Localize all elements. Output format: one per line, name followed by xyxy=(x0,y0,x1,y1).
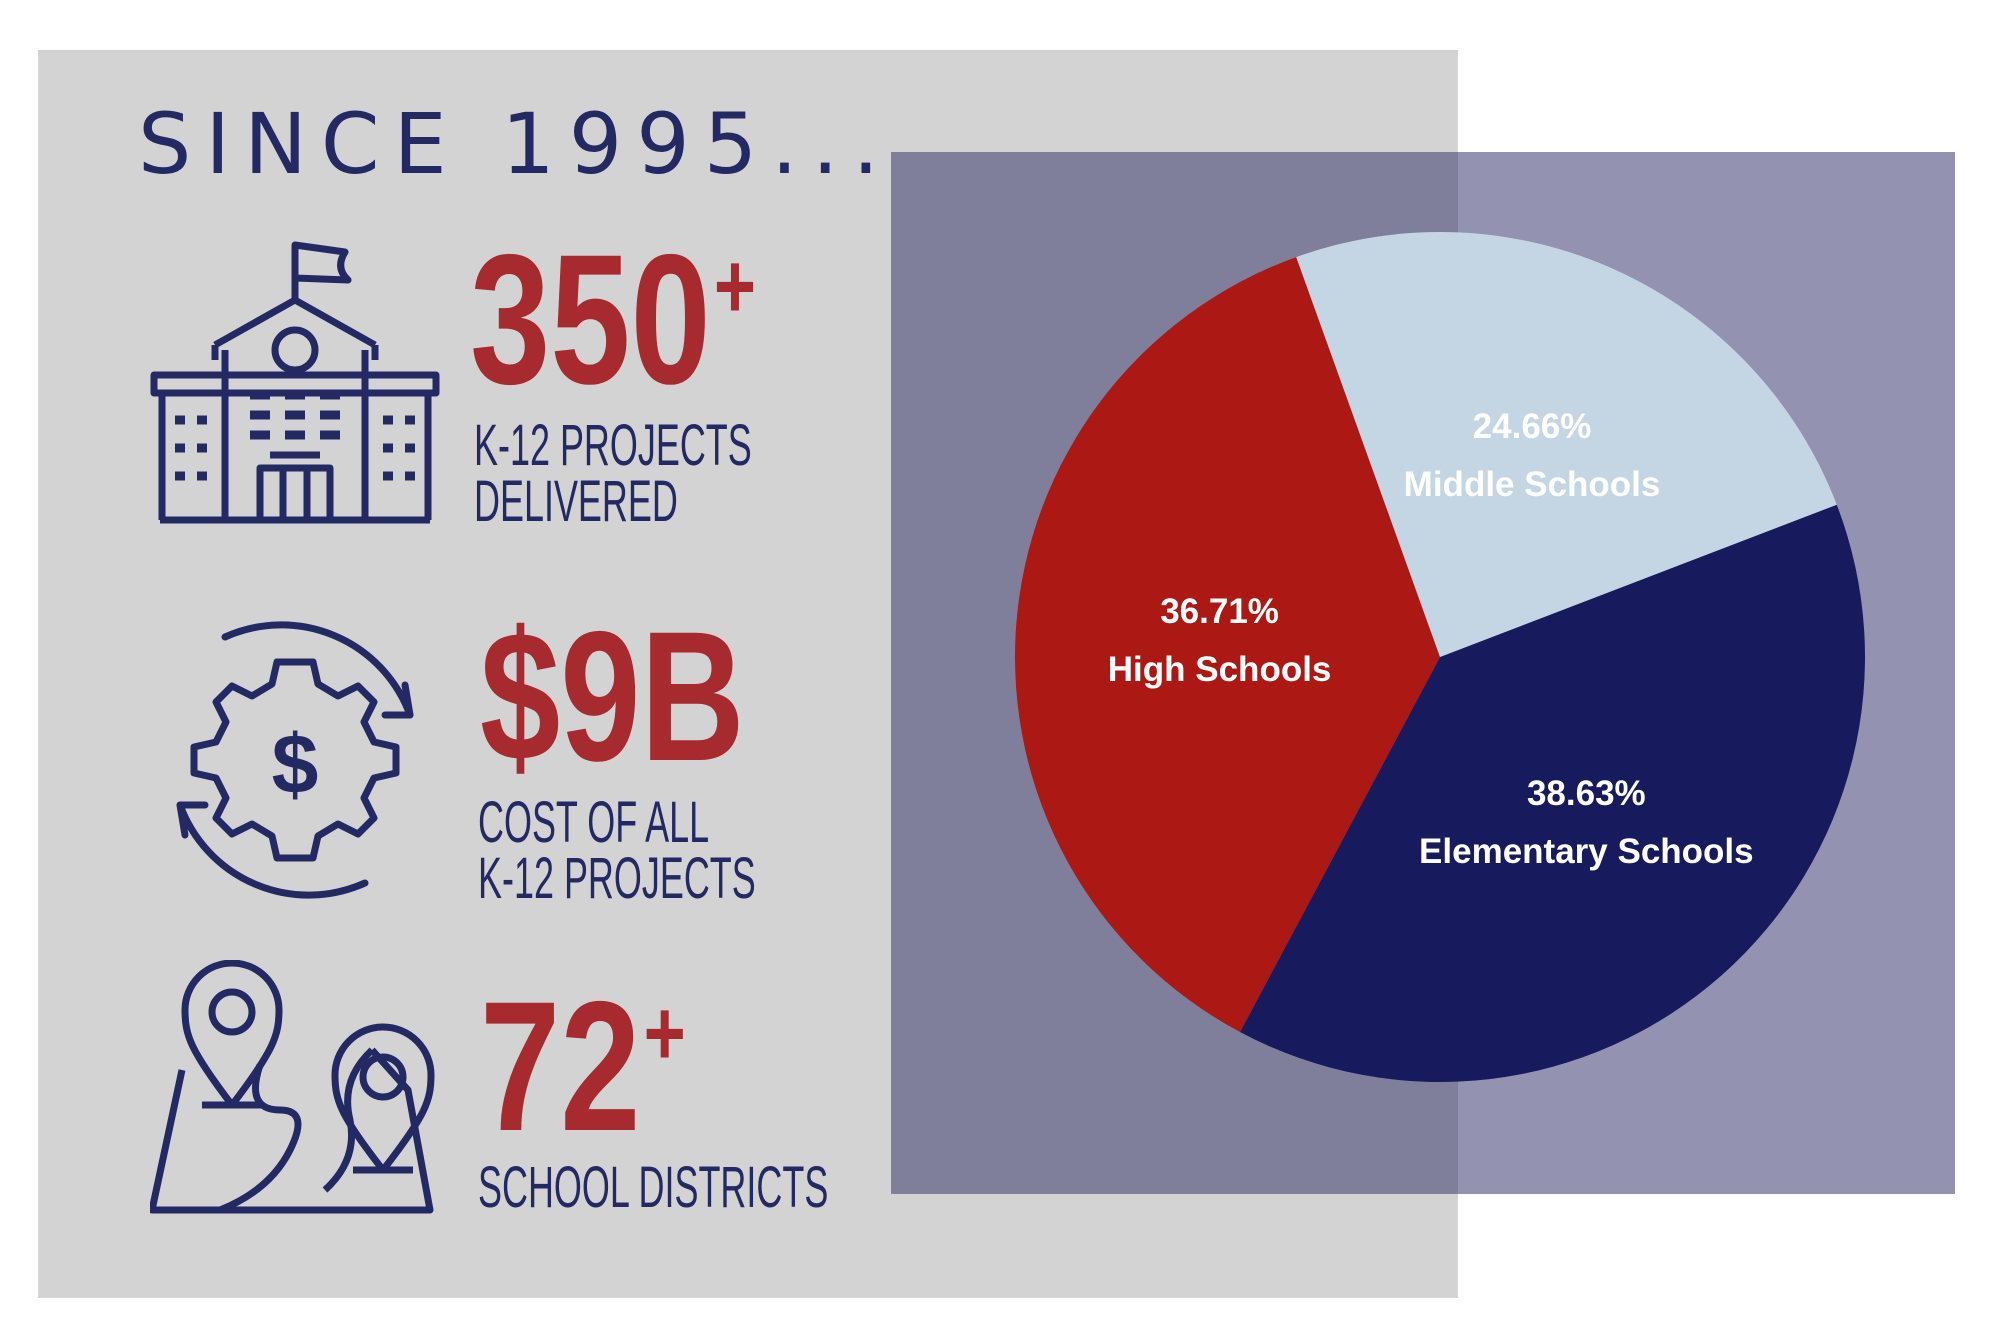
pie-label-name: Elementary Schools xyxy=(1419,831,1754,871)
stat-districts-caption: SCHOOL DISTRICTS xyxy=(478,1155,829,1220)
pie-label-elementary-schools: 38.63% Elementary Schools xyxy=(1419,765,1754,881)
stat-cost-caption: COST OF ALL K-12 PROJECTS xyxy=(478,790,756,911)
pie-label-high-schools: 36.71% High Schools xyxy=(1108,583,1332,699)
heading: SINCE 1995... xyxy=(138,95,894,193)
pie-label-value: 38.63% xyxy=(1526,773,1646,813)
pie-slice-high-schools xyxy=(1014,257,1440,1033)
pie-chart xyxy=(891,152,1955,1194)
svg-text:$: $ xyxy=(272,717,319,811)
pie-label-name: High Schools xyxy=(1107,650,1332,690)
school-building-icon xyxy=(150,241,440,524)
pie-slice-middle-schools xyxy=(1296,232,1837,658)
pie-label-value: 24.66% xyxy=(1472,407,1592,447)
pie-label-middle-schools: 24.66% Middle Schools xyxy=(1404,398,1661,514)
pie-label-value: 36.71% xyxy=(1160,592,1279,632)
stat-districts-value: 72+ xyxy=(480,964,686,1170)
stat-projects-caption: K-12 PROJECTS DELIVERED xyxy=(474,413,752,534)
stat-cost-value: $9B xyxy=(480,594,745,800)
map-pins-icon xyxy=(150,960,435,1214)
stat-projects-value: 350+ xyxy=(470,217,757,423)
pie-label-name: Middle Schools xyxy=(1403,465,1661,505)
pie-slice-elementary-schools xyxy=(1240,504,1865,1083)
dollar-gear-cycle-icon: $ xyxy=(176,621,414,899)
